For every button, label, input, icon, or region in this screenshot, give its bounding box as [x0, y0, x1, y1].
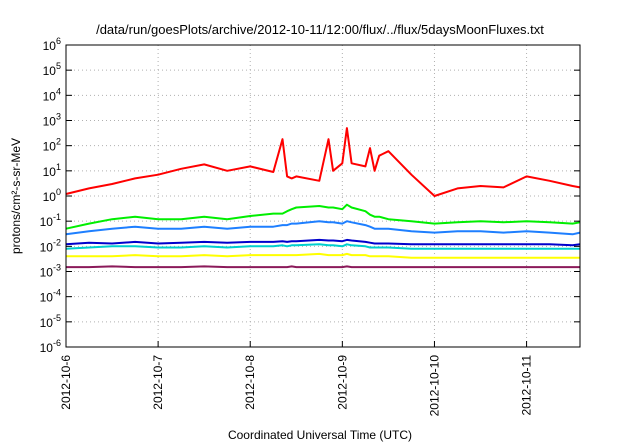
series-line-0	[65, 127, 581, 197]
y-tick-label: 101	[43, 162, 61, 179]
y-axis-ticks: 10-6 10-5 10-4 10-3 10-2 10-1 100 101 102 103 104 1…	[40, 36, 580, 355]
y-tick-label: 10-4	[40, 288, 61, 305]
series-line-1	[65, 203, 581, 230]
y-tick-label: 104	[43, 86, 61, 103]
x-axis-label: Coordinated Universal Time (UTC)	[227, 428, 413, 442]
chart-title: /data/run/goesPlots/archive/2012-10-11/1…	[96, 22, 544, 37]
x-tick-label: 2012-10-10	[427, 355, 441, 417]
series-line-4	[65, 238, 581, 247]
x-tick-label: 2012-10-11	[520, 355, 534, 416]
y-tick-label: 103	[43, 112, 61, 129]
y-tick-label: 106	[43, 36, 61, 53]
series-line-5	[66, 252, 580, 259]
y-tick-label: 10-6	[40, 338, 61, 355]
x-axis-ticks: 2012-10-6 2012-10-7 2012-10-8 2012-10-9 2012…	[59, 341, 534, 416]
y-tick-label: 10-2	[40, 237, 61, 254]
x-tick-label: 2012-10-9	[335, 355, 349, 410]
y-tick-label: 10-5	[40, 313, 61, 330]
series-layer	[65, 127, 581, 269]
series-line-6	[66, 265, 580, 269]
x-tick-label: 2012-10-8	[243, 355, 257, 410]
x-tick-label: 2012-10-6	[59, 355, 73, 410]
y-tick-label: 10-1	[40, 212, 61, 229]
y-axis-label: protons/cm²-s-sr-MeV	[9, 138, 23, 254]
series-line-2	[65, 220, 581, 236]
y-tick-label: 100	[43, 187, 61, 204]
series-line-3	[65, 243, 580, 250]
y-tick-label: 102	[43, 137, 61, 154]
x-tick-label: 2012-10-7	[151, 355, 165, 410]
y-tick-label: 105	[43, 61, 61, 78]
y-tick-label: 10-3	[40, 263, 61, 280]
grid	[66, 44, 580, 348]
